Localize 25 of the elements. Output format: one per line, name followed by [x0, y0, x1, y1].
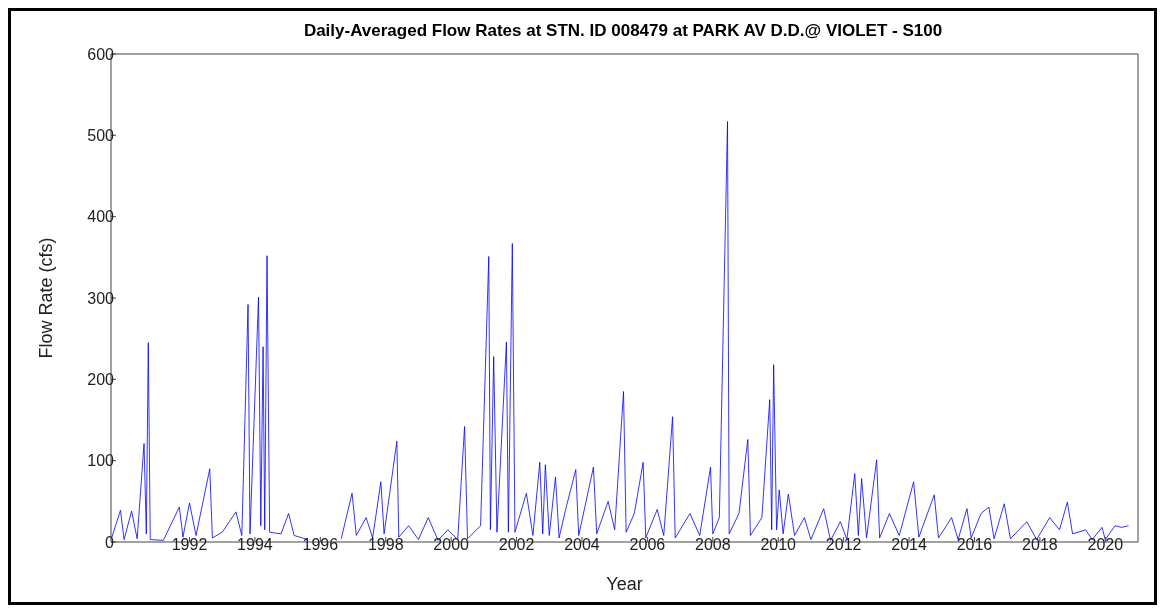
- x-tick-label: 2018: [1022, 536, 1058, 554]
- y-tick-label: 500: [87, 127, 115, 145]
- y-axis-title: Flow Rate (cfs): [36, 237, 57, 359]
- y-tick-label: 200: [87, 371, 115, 389]
- y-tick-label: 100: [87, 452, 115, 470]
- chart-title: Daily-Averaged Flow Rates at STN. ID 008479 at PARK AV D.D.@ VIOLET - S100: [302, 21, 944, 41]
- x-tick-label: 2008: [695, 536, 731, 554]
- x-tick-label: 2006: [629, 536, 666, 554]
- x-tick-label: 2014: [891, 536, 927, 554]
- x-tick-label: 2004: [564, 536, 600, 554]
- x-tick-label: 1996: [302, 536, 339, 554]
- x-tick-label: 2016: [956, 536, 993, 554]
- x-tick-label: 1998: [367, 536, 404, 554]
- y-tick-label: 300: [87, 289, 115, 307]
- y-tick-label: 400: [87, 208, 115, 226]
- x-tick-label: 2002: [498, 536, 535, 554]
- y-tick-label: 600: [87, 45, 115, 63]
- x-axis-title: Year: [606, 574, 643, 594]
- x-tick-label: 2012: [825, 536, 862, 554]
- x-tick-label: 2000: [433, 536, 470, 554]
- x-tick-label: 1992: [171, 536, 208, 554]
- x-tick-label: 2010: [760, 536, 797, 554]
- y-tick-label: 0: [105, 533, 115, 551]
- x-tick-label: 2020: [1087, 536, 1124, 554]
- x-tick-label: 1994: [237, 536, 273, 554]
